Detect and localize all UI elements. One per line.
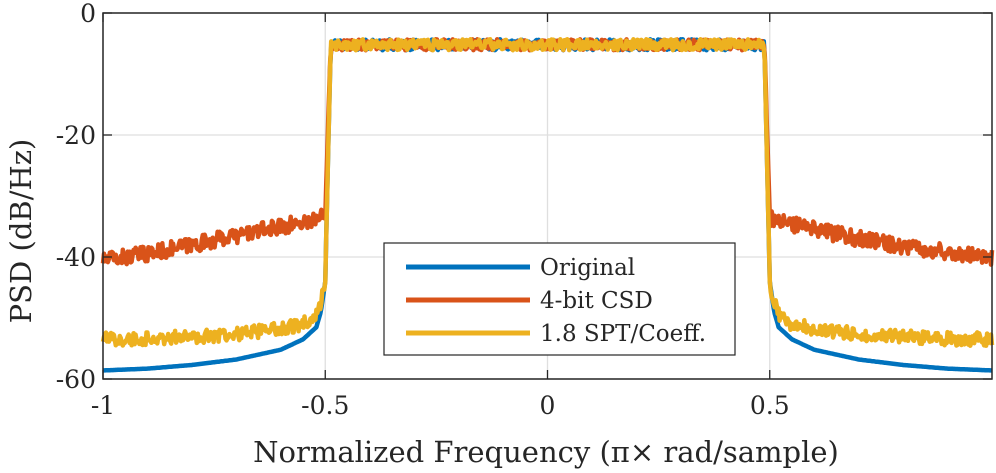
y-tick-label: -60 [56,365,96,394]
tick-labels: -1 -0.5 0 0.5 0 -20 -40 -60 [56,0,790,420]
legend-label-spt: 1.8 SPT/Coeff. [540,321,706,347]
series-layer [100,37,995,373]
x-tick-label: 0 [540,391,556,420]
x-tick-label: -0.5 [301,391,349,420]
x-axis-label: Normalized Frequency (π× rad/sample) [253,435,839,469]
y-tick-label: -40 [56,243,96,272]
y-tick-label: 0 [80,0,96,28]
legend-label-original: Original [540,255,635,281]
legend: Original 4-bit CSD 1.8 SPT/Coeff. [383,242,736,356]
legend-label-4bit-csd: 4-bit CSD [540,288,653,314]
y-axis-label: PSD (dB/Hz) [4,139,38,324]
x-tick-label: 0.5 [750,391,790,420]
y-tick-label: -20 [56,121,96,150]
x-tick-label: -1 [91,391,115,420]
tick-marks [102,12,992,380]
series-line-spt-coeff [100,37,995,348]
